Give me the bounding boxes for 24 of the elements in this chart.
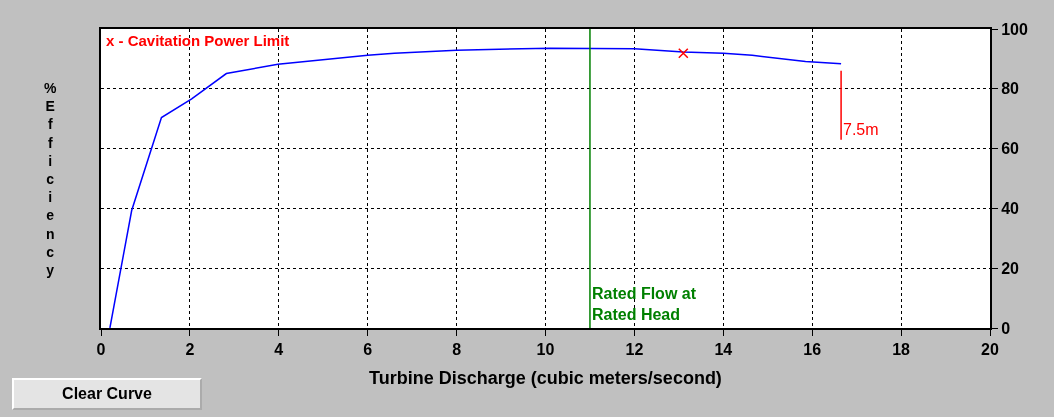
x-tick-label: 16	[803, 341, 822, 359]
x-tick-label: 2	[185, 341, 195, 359]
x-tick-label: 18	[892, 341, 911, 359]
y-tick-label: 20	[1001, 259, 1020, 277]
annotation: 7.5m	[843, 121, 879, 138]
x-tick-label: 10	[536, 341, 555, 359]
annotation: x - Cavitation Power Limit	[106, 32, 290, 49]
x-axis-title: Turbine Discharge (cubic meters/second)	[369, 367, 722, 388]
x-tick-label: 8	[452, 341, 462, 359]
text: %Efficiency	[44, 80, 57, 278]
y-tick-label: 40	[1001, 200, 1020, 217]
ref-line-label: Rated Flow at Rated Head	[592, 285, 697, 323]
line-series	[109, 47, 842, 328]
x-tick-label: 0	[96, 341, 106, 359]
y-tick-label: 80	[1001, 80, 1020, 98]
x-tick-label: 12	[625, 341, 644, 359]
x-tick-label: 20	[981, 341, 999, 359]
y-tick-label: 100	[1001, 20, 1028, 38]
clear-curve-button: Clear Curve	[12, 378, 202, 410]
x-tick-label: 4	[274, 341, 284, 359]
y-tick-label: 0	[1001, 319, 1011, 337]
x-tick-label: 6	[363, 341, 373, 359]
y-tick-label: 60	[1001, 140, 1020, 158]
x-tick-label: 14	[714, 341, 733, 359]
